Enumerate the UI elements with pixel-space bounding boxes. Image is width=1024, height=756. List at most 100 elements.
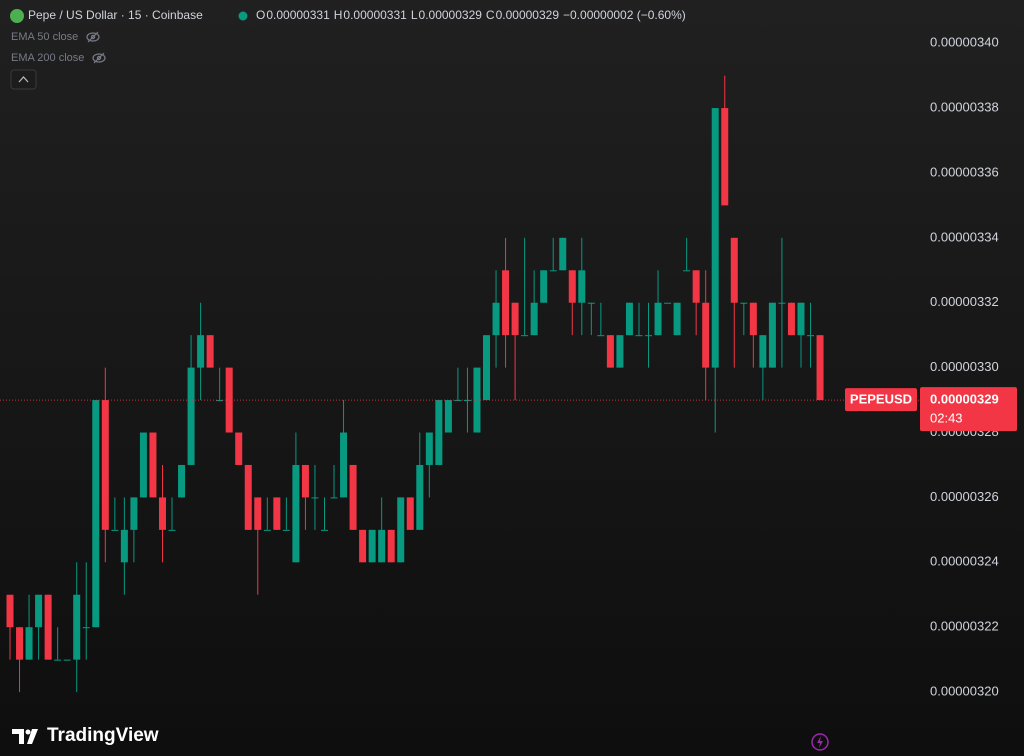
candle-body xyxy=(16,627,24,660)
candle-body xyxy=(387,529,395,563)
candle-body xyxy=(263,529,271,531)
candle-body xyxy=(559,237,567,271)
y-tick-label: 0.00000320 xyxy=(930,684,999,699)
candle-body xyxy=(435,400,443,465)
y-tick-label: 0.00000330 xyxy=(930,359,999,374)
countdown: 02:43 xyxy=(930,411,963,426)
candle-body xyxy=(235,432,243,465)
y-tick-label: 0.00000340 xyxy=(930,35,999,50)
candle-body xyxy=(406,497,414,530)
candle-body xyxy=(254,497,262,530)
candle-body xyxy=(225,367,233,433)
candle-body xyxy=(492,302,500,336)
y-tick-label: 0.00000334 xyxy=(930,229,999,244)
brand-logo xyxy=(12,729,38,744)
candle-body xyxy=(320,529,328,531)
y-tick-label: 0.00000326 xyxy=(930,489,999,504)
candle-body xyxy=(759,335,767,368)
y-tick-label: 0.00000332 xyxy=(930,294,999,309)
hidden-icon[interactable] xyxy=(86,31,100,43)
candle-body xyxy=(483,335,490,401)
ohlc-key: L xyxy=(411,8,418,22)
candle-body xyxy=(206,335,214,368)
candle-body xyxy=(73,594,81,660)
candle-body xyxy=(301,464,309,498)
candle-body xyxy=(463,400,471,402)
candle-body xyxy=(692,270,700,303)
candle-body xyxy=(35,594,43,628)
indicator-label: EMA 200 close xyxy=(11,52,84,64)
y-tick-label: 0.00000338 xyxy=(930,99,999,114)
hidden-icon[interactable] xyxy=(92,52,106,64)
candle-body xyxy=(597,335,605,337)
candle-body xyxy=(130,497,138,530)
y-tick-label: 0.00000322 xyxy=(930,619,999,634)
y-tick-label: 0.00000324 xyxy=(930,554,999,569)
candle-body xyxy=(721,108,729,206)
candle-body xyxy=(311,497,319,499)
candle-body xyxy=(178,464,186,498)
candle-body xyxy=(778,302,786,304)
symbol-badge-text: PEPEUSD xyxy=(850,392,912,407)
candle-body xyxy=(568,270,576,303)
ohlc-key: C xyxy=(486,8,495,22)
price-badge xyxy=(920,387,1017,432)
candle-body xyxy=(92,400,100,628)
ohlc-value: 0.00000329 xyxy=(419,8,483,22)
indicator-label: EMA 50 close xyxy=(11,31,78,43)
candle-body xyxy=(44,594,52,660)
candle-body xyxy=(502,270,510,336)
market-status xyxy=(238,11,248,21)
candle-body xyxy=(340,432,348,498)
collapse-button[interactable] xyxy=(10,69,37,90)
candle-body xyxy=(149,432,157,498)
candle-body xyxy=(816,335,824,401)
candle-body xyxy=(197,335,205,368)
candle-body xyxy=(654,302,662,336)
candle-body xyxy=(349,464,357,530)
candle-body xyxy=(625,302,633,336)
candle-body xyxy=(702,302,710,368)
candle-body xyxy=(282,529,290,531)
candle-body xyxy=(416,464,424,530)
candle-body xyxy=(454,400,462,402)
candle-body xyxy=(530,302,538,336)
lightning-button[interactable] xyxy=(811,733,829,751)
candle-body xyxy=(511,302,519,336)
candle-body xyxy=(139,432,147,498)
candle-body xyxy=(120,529,128,563)
candle-body xyxy=(244,464,252,530)
candle-body xyxy=(25,627,33,660)
candle-body xyxy=(168,529,176,531)
candle-body xyxy=(521,335,529,337)
candle-body xyxy=(397,497,405,563)
candle-body xyxy=(82,627,90,629)
ohlc-value: 0.00000331 xyxy=(266,8,330,22)
ohlc-value: 0.00000331 xyxy=(343,8,407,22)
candle-body xyxy=(292,464,300,563)
candle-body xyxy=(368,529,376,563)
candle-body xyxy=(606,335,614,368)
candle-body xyxy=(711,108,719,368)
candle-body xyxy=(359,529,367,563)
symbol-badge xyxy=(845,388,917,412)
candle-body xyxy=(787,302,795,336)
candle-body xyxy=(330,497,338,499)
candle-body xyxy=(635,335,643,337)
candle-body xyxy=(187,367,195,465)
brand-name: TradingView xyxy=(47,725,159,746)
candle-body xyxy=(473,367,481,433)
candle-body xyxy=(730,237,738,303)
candle-body xyxy=(673,302,681,336)
candle-body xyxy=(6,594,14,628)
ohlc-key: O xyxy=(256,8,265,22)
candle-body xyxy=(797,302,805,336)
candle-body xyxy=(683,270,691,272)
candle-body xyxy=(158,497,166,530)
candle-body xyxy=(587,302,595,304)
candle-body xyxy=(540,270,548,303)
symbol-title: Pepe / US Dollar · 15 · Coinbase xyxy=(28,8,203,22)
candle-body xyxy=(111,529,119,531)
